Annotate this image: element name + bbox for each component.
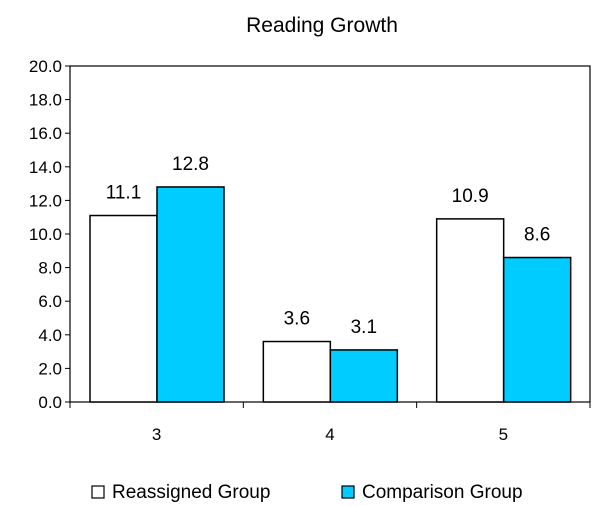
bar-reassigned xyxy=(262,340,332,403)
legend-label: Comparison Group xyxy=(362,482,523,503)
y-tick-label: 12.0 xyxy=(29,191,62,210)
y-tick-label: 18.0 xyxy=(29,91,62,110)
data-label: 11.1 xyxy=(106,183,142,204)
legend-swatch-reassigned xyxy=(91,485,105,499)
bar-reassigned xyxy=(435,218,505,403)
data-label: 3.1 xyxy=(351,317,377,338)
data-label: 8.6 xyxy=(524,225,550,246)
data-label: 10.9 xyxy=(452,186,489,207)
bar-reassigned xyxy=(89,214,158,403)
legend: Reassigned Group Comparison Group xyxy=(91,482,523,503)
x-tick-label: 5 xyxy=(499,425,508,444)
y-tick-label: 4.0 xyxy=(38,326,62,345)
y-tick-label: 10.0 xyxy=(29,225,62,244)
y-tick-label: 2.0 xyxy=(38,359,62,378)
data-label: 12.8 xyxy=(172,154,209,175)
bar-comparison xyxy=(329,349,399,403)
data-label: 3.6 xyxy=(284,309,310,330)
chart-title: Reading Growth xyxy=(246,14,398,37)
y-tick-label: 6.0 xyxy=(38,292,62,311)
legend-swatch-comparison xyxy=(341,485,355,499)
bar-comparison xyxy=(156,186,225,403)
y-tick-label: 20.0 xyxy=(29,57,62,76)
y-tick-label: 8.0 xyxy=(38,259,62,278)
x-tick-label: 4 xyxy=(325,425,334,444)
y-tick-label: 16.0 xyxy=(29,124,62,143)
legend-label: Reassigned Group xyxy=(112,482,270,503)
y-tick-label: 0.0 xyxy=(38,393,62,412)
y-tick-label: 14.0 xyxy=(29,158,62,177)
bar-comparison xyxy=(502,256,572,403)
plot-area: 0.0 2.0 4.0 6.0 8.0 10.0 12.0 14.0 16.0 18.0 20.0 3… xyxy=(29,57,591,444)
x-tick-label: 3 xyxy=(152,425,161,444)
